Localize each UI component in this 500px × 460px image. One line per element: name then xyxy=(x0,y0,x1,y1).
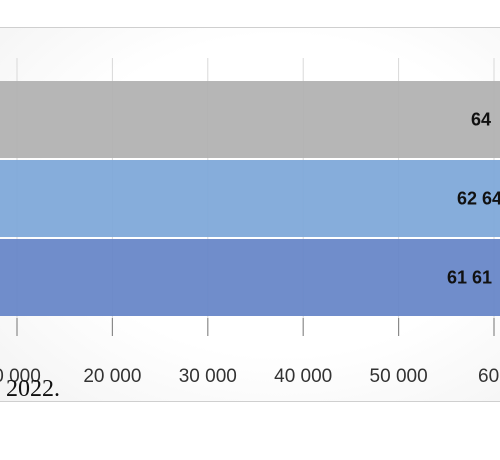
x-tick-label: 40 000 xyxy=(274,366,332,387)
x-tick-label: 50 000 xyxy=(370,366,428,387)
bar-value-label: 62 64 xyxy=(457,189,500,209)
x-tick-label: 30 000 xyxy=(179,366,237,387)
figure-caption: 2022. xyxy=(6,376,60,402)
bar-value-labels: 64 62 64 61 61 xyxy=(447,110,500,288)
bar xyxy=(0,81,500,158)
x-tick-label: 60 xyxy=(478,366,499,387)
x-axis-ticks: 0 000 20 000 30 000 40 000 50 000 60 xyxy=(0,318,499,387)
x-tick-label: 0 000 xyxy=(0,366,41,387)
bar-value-label: 61 61 xyxy=(447,268,492,288)
x-tick-label: 20 000 xyxy=(83,366,141,387)
bars xyxy=(0,81,500,316)
bar xyxy=(0,239,500,316)
bar xyxy=(0,160,500,237)
bar-value-label: 64 xyxy=(471,110,491,130)
